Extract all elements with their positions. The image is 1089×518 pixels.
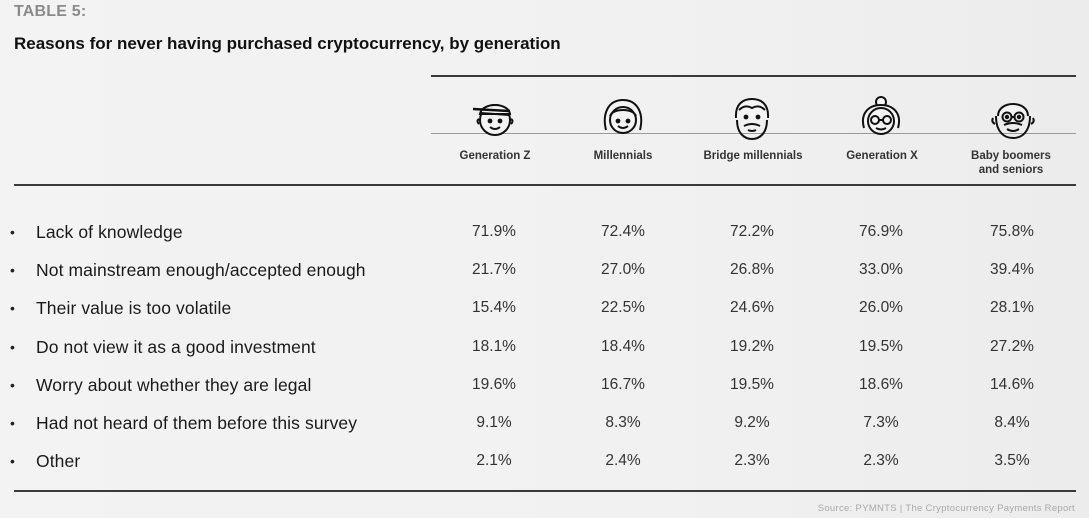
row-label: Not mainstream enough/accepted enough [36, 260, 366, 281]
table-cell-value: 9.2% [734, 414, 770, 431]
table-cell-value: 26.8% [730, 261, 774, 279]
table-bottom-rule [14, 490, 1076, 492]
row-label: Lack of knowledge [36, 222, 183, 242]
table-cell-value: 27.0% [601, 261, 645, 279]
row-bullet: • [10, 453, 15, 470]
table-row: • Had not heard of them before this surve… [0, 411, 1089, 435]
row-label: Other [36, 451, 81, 472]
table-cell-value: 26.0% [859, 299, 903, 317]
gen-z-avatar-icon [467, 94, 523, 142]
column-header-boomers: Baby boomers and seniors [941, 149, 1081, 177]
table-cell-value: 72.4% [601, 223, 645, 240]
table-row: • Other 2.1% 2.4% 2.3% 2.3% 3.5% [0, 449, 1089, 473]
row-bullet: • [10, 224, 15, 240]
header-bottom-rule [14, 184, 1076, 186]
table-row: • Worry about whether they are legal 19.6%… [0, 373, 1089, 397]
table-cell-value: 7.3% [863, 414, 899, 431]
bridge-millennial-avatar-icon [724, 94, 780, 142]
source-note: Source: PYMNTS | The Cryptocurrency Paym… [817, 503, 1075, 514]
column-header-millennials: Millennials [593, 150, 653, 162]
column-header-gen-z: Generation Z [459, 150, 531, 162]
table-cell-value: 14.6% [990, 375, 1034, 393]
table-cell-value: 24.6% [730, 299, 774, 317]
table-cell-value: 18.1% [472, 337, 516, 355]
table-cell-value: 71.9% [472, 223, 516, 240]
table-cell-value: 2.3% [734, 452, 770, 470]
row-bullet: • [10, 415, 15, 431]
table-cell-value: 75.8% [990, 223, 1034, 240]
row-label: Worry about whether they are legal [36, 374, 312, 395]
table-cell-value: 22.5% [601, 299, 645, 317]
column-header-gen-x: Generation X [846, 150, 918, 162]
column-header-boomers-line1: Baby boomers [971, 150, 1051, 162]
row-label: Had not heard of them before this survey [36, 413, 358, 433]
table-cell-value: 2.4% [605, 452, 641, 470]
icon-row-rule [431, 133, 1076, 134]
table-cell-value: 18.6% [859, 375, 903, 393]
table-cell-value: 72.2% [730, 223, 774, 240]
table-row: • Not mainstream enough/accepted enough 21… [0, 258, 1089, 282]
table-cell-value: 18.4% [601, 337, 645, 355]
table-row: • Lack of knowledge 71.9% 72.4% 72.2% 76.9% 75… [0, 220, 1089, 244]
table-cell-value: 33.0% [859, 261, 903, 279]
row-bullet: • [10, 376, 15, 393]
row-bullet: • [10, 262, 15, 279]
table-cell-value: 2.3% [863, 452, 899, 470]
table-cell-value: 9.1% [476, 414, 512, 431]
row-label: Their value is too volatile [36, 298, 232, 319]
boomer-avatar-icon [985, 94, 1041, 142]
column-header-boomers-line2: and seniors [978, 164, 1044, 176]
header-top-rule [431, 75, 1076, 77]
table-cell-value: 15.4% [472, 299, 516, 317]
row-bullet: • [10, 300, 15, 317]
table-cell-value: 27.2% [990, 337, 1034, 355]
table-row: • Do not view it as a good investment 18.1… [0, 335, 1089, 359]
table-cell-value: 8.3% [605, 414, 641, 431]
column-header-bridge-millennials: Bridge millennials [703, 150, 803, 162]
row-label: Do not view it as a good investment [36, 336, 316, 357]
row-bullet: • [10, 338, 15, 355]
table-cell-value: 8.4% [994, 414, 1030, 431]
table-cell-value: 28.1% [990, 299, 1034, 317]
table-cell-value: 19.5% [730, 375, 774, 393]
table-cell-value: 21.7% [472, 261, 516, 279]
table-cell-value: 2.1% [476, 452, 512, 470]
table-cell-value: 19.6% [472, 375, 516, 393]
table-cell-value: 16.7% [601, 375, 645, 393]
table-cell-value: 76.9% [859, 223, 903, 240]
millennial-avatar-icon [595, 94, 651, 142]
table-cell-value: 19.2% [730, 337, 774, 355]
table-cell-value: 39.4% [990, 261, 1034, 279]
table-title: Reasons for never having purchased crypt… [14, 34, 561, 53]
table-row: • Their value is too volatile 15.4% 22.5% 24… [0, 296, 1089, 320]
table-number-label: TABLE 5: [14, 3, 87, 20]
table-cell-value: 3.5% [994, 452, 1030, 470]
table-cell-value: 19.5% [859, 337, 903, 355]
gen-x-avatar-icon [853, 94, 909, 142]
